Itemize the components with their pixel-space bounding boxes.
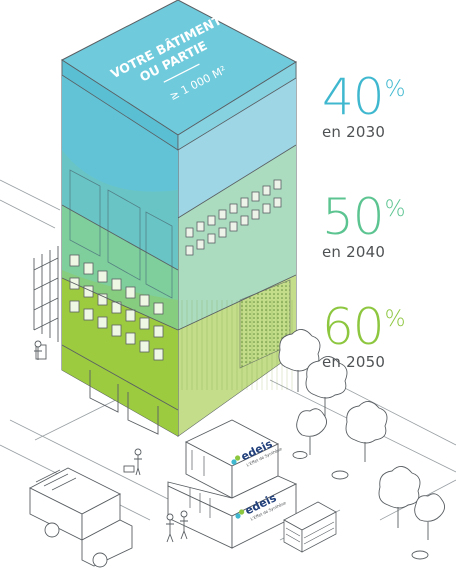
truck (29, 467, 133, 568)
percent-sign: % (384, 77, 406, 102)
target-percent-2030: 40% (322, 72, 452, 122)
trees (278, 329, 445, 560)
target-percent-2040: 50% (322, 192, 452, 242)
building-front-face (61, 59, 179, 437)
target-percent-2050: 60% (322, 302, 452, 352)
percent-value: 60 (322, 298, 385, 356)
right-windows (185, 179, 282, 256)
target-year-2050: en 2050 (322, 353, 386, 371)
target-2050: 60% en 2050 (322, 302, 452, 371)
workers (34, 340, 188, 543)
percent-value: 40 (322, 68, 385, 126)
percent-sign: % (384, 197, 406, 222)
pallet-stack (283, 501, 337, 553)
percent-value: 50 (322, 188, 385, 246)
percent-sign: % (384, 307, 406, 332)
building-right-face (177, 61, 297, 437)
site-containers (167, 419, 298, 549)
target-2030: 40% en 2030 (322, 72, 452, 141)
target-2040: 50% en 2040 (322, 192, 452, 261)
building-top: VOTRE BÂTIMENT OU PARTIE ≥ 1 000 M² (61, 0, 298, 151)
target-year-2040: en 2040 (322, 243, 386, 261)
target-year-2030: en 2030 (322, 123, 386, 141)
